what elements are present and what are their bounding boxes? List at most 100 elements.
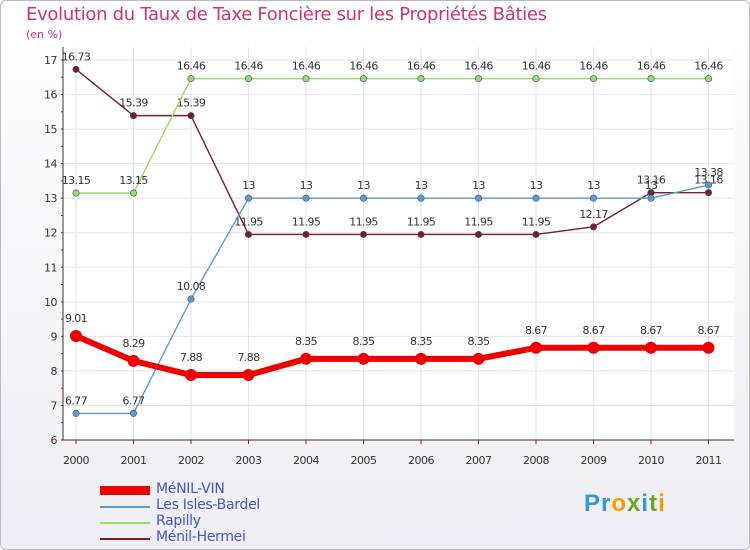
x-tick-label: 2008 — [523, 454, 549, 467]
data-point — [645, 341, 657, 354]
x-tick-label: 2004 — [293, 454, 319, 467]
y-tick-label: 16 — [44, 89, 57, 102]
data-point — [589, 194, 597, 202]
data-label: 11.95 — [464, 215, 493, 228]
data-label: 13 — [472, 179, 485, 192]
data-point — [127, 354, 140, 367]
data-label: 13.38 — [694, 166, 723, 179]
data-label: 7.88 — [237, 351, 260, 364]
data-point — [245, 75, 253, 83]
logo-letter: t — [649, 490, 659, 517]
data-label: 11.95 — [292, 215, 321, 228]
data-point — [702, 341, 715, 354]
data-label: 13 — [357, 179, 370, 192]
data-label: 12.17 — [579, 208, 608, 221]
data-point — [242, 369, 255, 382]
data-label: 8.35 — [467, 335, 490, 348]
data-point — [359, 194, 367, 202]
x-tick-label: 2007 — [466, 454, 492, 467]
legend-swatch — [100, 522, 150, 524]
logo-letter: i — [641, 490, 650, 517]
data-label: 7.88 — [180, 351, 203, 364]
y-tick-label: 8 — [51, 365, 58, 378]
y-tick-label: 9 — [51, 330, 58, 343]
data-label: 16.46 — [177, 60, 206, 73]
data-point — [417, 75, 425, 83]
data-label: 8.35 — [295, 335, 318, 348]
x-tick-label: 2003 — [236, 454, 262, 467]
data-label: 13 — [645, 179, 658, 192]
x-tick-label: 2010 — [638, 454, 664, 467]
data-point — [70, 330, 82, 343]
data-label: 16.73 — [62, 50, 91, 63]
data-label: 8.67 — [582, 324, 605, 337]
data-label: 13.16 — [694, 174, 723, 187]
logo-letter: i — [658, 490, 666, 517]
data-point — [532, 75, 540, 83]
data-point — [417, 194, 425, 202]
data-label: 6.77 — [122, 394, 145, 407]
data-point — [245, 194, 253, 202]
y-tick-label: 6 — [51, 434, 58, 447]
data-point — [130, 409, 138, 417]
data-point — [187, 75, 195, 83]
data-point — [357, 352, 370, 365]
data-label: 8.29 — [122, 337, 145, 350]
data-point — [72, 409, 80, 417]
data-label: 8.67 — [697, 324, 720, 337]
x-tick-label: 2000 — [63, 454, 89, 467]
data-point — [647, 75, 655, 83]
data-point — [532, 194, 540, 202]
data-label: 16.46 — [522, 60, 551, 73]
y-tick-label: 14 — [44, 158, 57, 171]
data-label: 13 — [415, 179, 428, 192]
y-tick-label: 11 — [44, 261, 57, 274]
legend-label: MéNIL-VIN — [156, 481, 225, 497]
data-label: 13.15 — [119, 174, 148, 187]
data-label: 6.77 — [65, 394, 88, 407]
data-point — [359, 75, 367, 83]
logo-letter: P — [584, 490, 602, 517]
y-tick-label: 13 — [44, 192, 57, 205]
proxiti-logo: Proxiti — [584, 490, 666, 518]
data-point — [359, 230, 367, 238]
data-label: 8.35 — [352, 335, 375, 348]
data-point — [530, 341, 542, 354]
data-point — [185, 369, 197, 382]
data-label: 10.08 — [177, 280, 206, 293]
data-point — [587, 341, 600, 354]
data-point — [302, 194, 310, 202]
data-point — [704, 181, 712, 189]
data-label: 11.95 — [234, 215, 263, 228]
data-point — [532, 230, 540, 238]
series-line-0 — [74, 333, 709, 379]
data-point — [417, 230, 425, 238]
logo-letter: x — [627, 490, 642, 517]
y-tick-label: 15 — [44, 123, 57, 136]
data-label: 8.35 — [410, 335, 433, 348]
data-label: 13 — [300, 179, 313, 192]
x-tick-label: 2005 — [351, 454, 377, 467]
y-tick-label: 12 — [44, 227, 57, 240]
legend-label: Ménil-Hermei — [156, 529, 246, 545]
legend-swatch — [100, 538, 150, 540]
x-tick-label: 2002 — [178, 454, 204, 467]
legend-label: Les Isles-Bardel — [156, 497, 260, 513]
data-point — [187, 112, 195, 120]
data-point — [130, 112, 138, 120]
data-point — [647, 194, 655, 202]
data-label: 11.95 — [522, 215, 551, 228]
data-point — [704, 189, 712, 197]
data-label: 13.15 — [62, 174, 91, 187]
data-point — [300, 352, 312, 365]
data-label: 15.39 — [177, 97, 206, 110]
data-point — [72, 65, 80, 73]
data-point — [245, 230, 253, 238]
y-tick-label: 17 — [44, 54, 57, 67]
data-label: 13 — [587, 179, 600, 192]
data-label: 13 — [530, 179, 543, 192]
data-point — [302, 75, 310, 83]
data-label: 16.46 — [694, 60, 723, 73]
data-point — [704, 75, 712, 83]
